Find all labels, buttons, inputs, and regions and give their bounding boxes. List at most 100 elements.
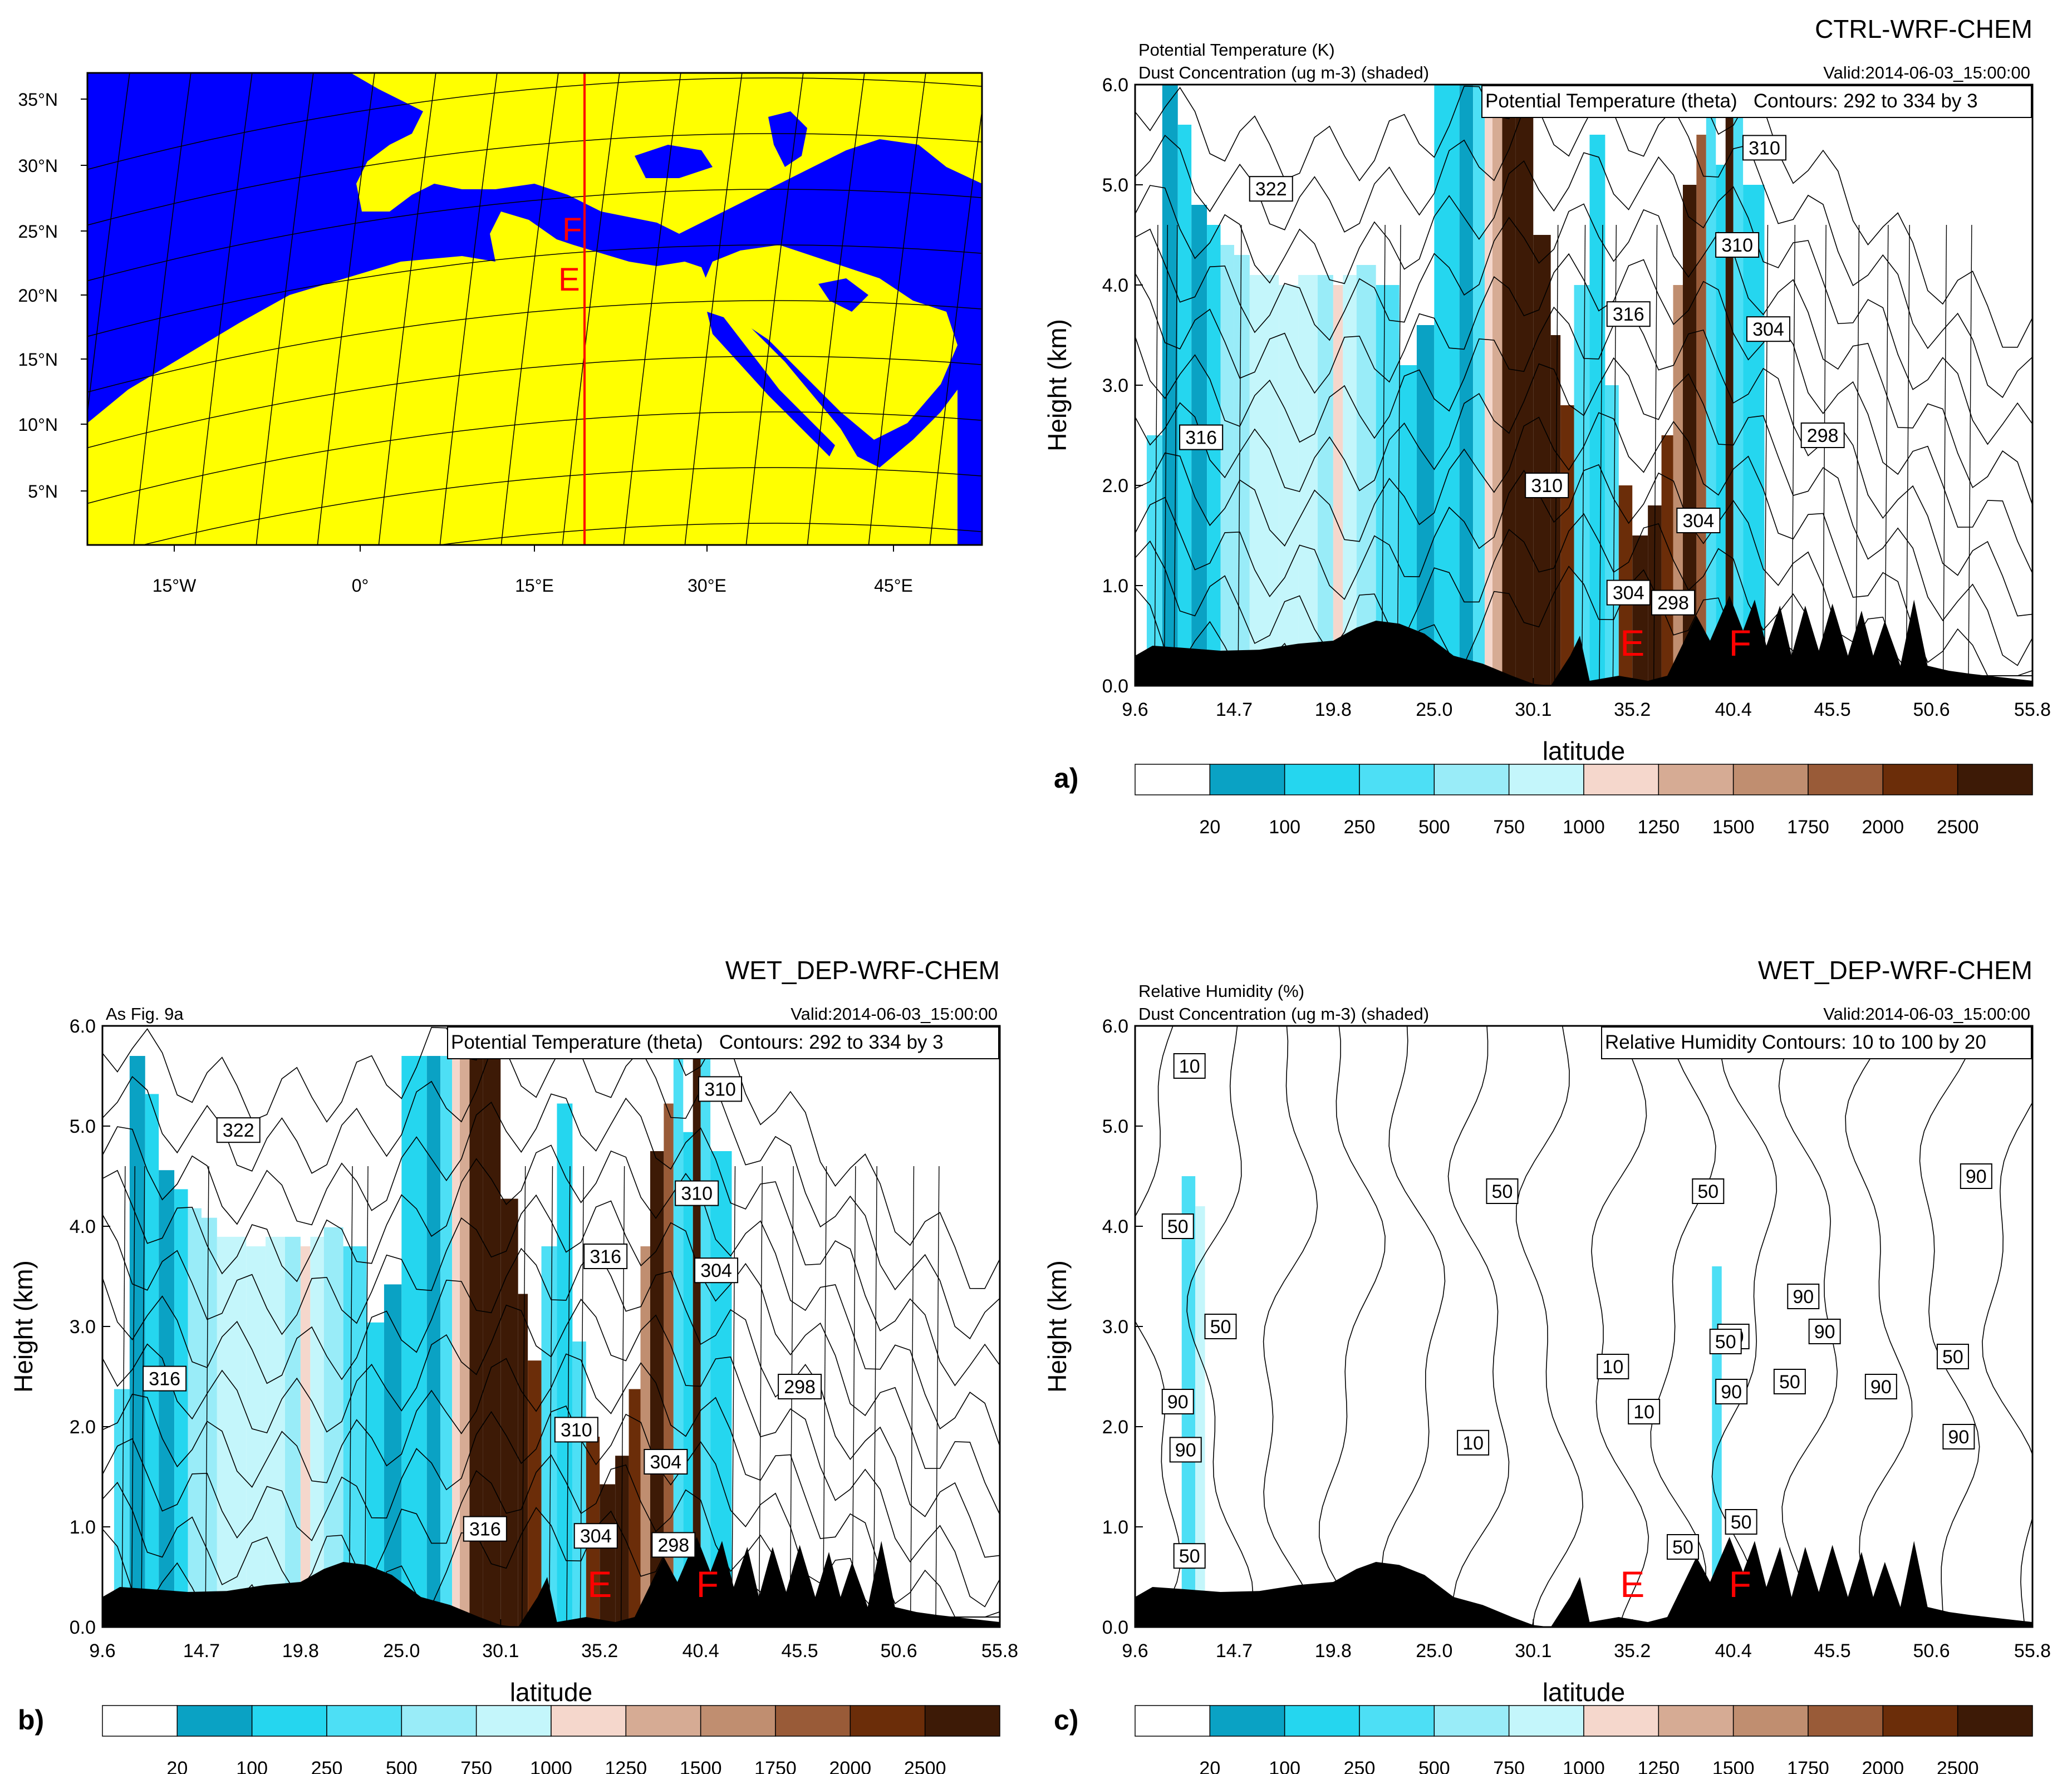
colorbar-swatch: [1583, 1705, 1659, 1737]
colorbar-label: 1750: [754, 1758, 797, 1774]
contour-line: [1855, 224, 1860, 686]
panel-c-marker-e: E: [1620, 1564, 1644, 1605]
x-tick-label: 14.7: [183, 1640, 220, 1662]
panel-b-marker-f: F: [696, 1564, 719, 1605]
panel-a-contour-info: Potential Temperature (theta) Contours: …: [1485, 90, 1978, 112]
x-tick-label: 14.7: [1216, 1640, 1253, 1662]
contour-label: 304: [700, 1260, 732, 1281]
dust-shade-column: [284, 1236, 301, 1627]
map-meridian: [500, 73, 559, 545]
contour-label-box: [644, 1449, 688, 1475]
dust-shade-column: [1459, 85, 1474, 686]
map-meridian: [317, 73, 375, 545]
contour-label-box: [1746, 316, 1790, 342]
contour-line: [1135, 306, 2032, 617]
contour-label-box: [583, 1244, 628, 1269]
contour-label: 298: [1807, 425, 1839, 446]
colorbar-swatch: [1135, 1705, 1211, 1737]
contour-line: [1154, 224, 1158, 686]
x-tick-label: 55.8: [2014, 1640, 2051, 1662]
contour-label-box: [1715, 232, 1760, 258]
colorbar-label: 20: [166, 1758, 188, 1774]
contour-label-box: [1486, 1178, 1519, 1204]
map-lat-label: 15°N: [18, 350, 58, 370]
y-tick-label: 5.0: [1102, 1116, 1128, 1137]
x-tick-label: 45.5: [1814, 699, 1851, 720]
contour-label: 90: [1793, 1286, 1814, 1308]
contour-label-box: [1773, 1369, 1806, 1394]
map-meridian: [929, 107, 982, 545]
colorbar-label: 1750: [1787, 817, 1829, 838]
contour-label: 90: [1814, 1321, 1835, 1343]
dust-shade-column: [1712, 1266, 1722, 1627]
colorbar-label: 750: [1493, 817, 1525, 838]
contour-line: [731, 1166, 736, 1627]
map-meridian: [194, 73, 253, 545]
colorbar-label: 1500: [1712, 1758, 1755, 1774]
colorbar-swatch: [625, 1705, 701, 1737]
contour-label: 310: [1749, 137, 1780, 159]
map-lat-label: 5°N: [28, 481, 58, 502]
panel-b-title: WET_DEP-WRF-CHEM: [725, 956, 1000, 985]
y-tick-label: 6.0: [1102, 75, 1128, 96]
panel-b-axes: 9.6 14.7 19.8 25.0 30.1 35.2 40.4 45.5 50.6 55.8 0…: [70, 1016, 1018, 1662]
dust-shade-column: [145, 1094, 159, 1627]
contour-line: [1163, 224, 1168, 686]
y-tick-label: 3.0: [1102, 375, 1128, 396]
dust-shade-column: [1632, 535, 1648, 686]
contour-line: [102, 1247, 1000, 1558]
panel-a-ylabel: Height (km): [1043, 319, 1072, 451]
contour-label: 298: [784, 1377, 816, 1398]
dust-shade-column: [541, 1246, 557, 1627]
x-tick-label: 9.6: [1122, 1640, 1148, 1662]
contour-label-box: [1936, 1344, 1969, 1369]
contour-line: [1135, 152, 2032, 445]
contour-line: [1919, 1026, 1980, 1627]
colorbar-swatch: [924, 1705, 1000, 1737]
map-meridian: [684, 73, 743, 545]
colorbar-swatch: [1957, 764, 2033, 795]
africa-land: [87, 212, 958, 545]
contour-label: 50: [1210, 1316, 1231, 1338]
contour-line: [873, 1166, 877, 1627]
contour-label-box: [1864, 1374, 1897, 1399]
y-tick-label: 5.0: [70, 1116, 96, 1137]
contour-label-box: [1651, 589, 1696, 616]
contour-label-box: [463, 1516, 507, 1542]
colorbar-label: 1750: [1787, 1758, 1829, 1774]
colorbar-swatch: [1732, 764, 1809, 795]
contour-label: 310: [681, 1183, 713, 1205]
map-lon-label: 45°E: [874, 576, 913, 596]
contour-line: [548, 1166, 553, 1627]
map-parallel: [87, 411, 982, 504]
dust-shade-column: [1434, 85, 1460, 686]
dust-shade-column: [1333, 285, 1343, 686]
y-tick-label: 4.0: [1102, 1216, 1128, 1237]
colorbar-swatch: [1209, 764, 1285, 795]
dust-shade-column: [426, 1056, 441, 1627]
contour-label-box: [1179, 424, 1224, 450]
black-sea-water: [635, 145, 713, 178]
contour-label-box: [1161, 1213, 1194, 1239]
dust-shade-column: [1249, 275, 1279, 686]
contour-label: 50: [1179, 1546, 1200, 1567]
contour-line: [102, 1093, 1000, 1387]
map-meridian: [868, 73, 926, 545]
contour-label: 90: [1870, 1377, 1892, 1398]
colorbar-swatch: [102, 1705, 178, 1737]
panel-c-info-box: [1601, 1026, 2032, 1059]
map-meridian: [378, 73, 436, 545]
colorbar-swatch: [1359, 1705, 1435, 1737]
panel-a-colorbar: 20 100 250 500 750 1000 1250 1500 1750 2000 2500: [1135, 764, 2033, 838]
panel-c-contour-labels: 1050509090101010505050909090505050509050…: [1161, 1053, 1992, 1569]
contour-line: [102, 1194, 1000, 1515]
dust-shade-column: [1733, 85, 1744, 686]
y-tick-label: 2.0: [1102, 475, 1128, 497]
contour-line: [1554, 224, 1559, 686]
contour-label: 90: [1948, 1427, 1969, 1448]
dust-shade-column: [188, 1208, 202, 1627]
map-panel: F E 35°N30°N25°N20°N15°N10°N5°N 15°W 0° 15…: [18, 72, 983, 596]
contour-label-box: [573, 1523, 618, 1549]
contour-line: [758, 1166, 763, 1627]
map-meridian: [133, 73, 192, 545]
